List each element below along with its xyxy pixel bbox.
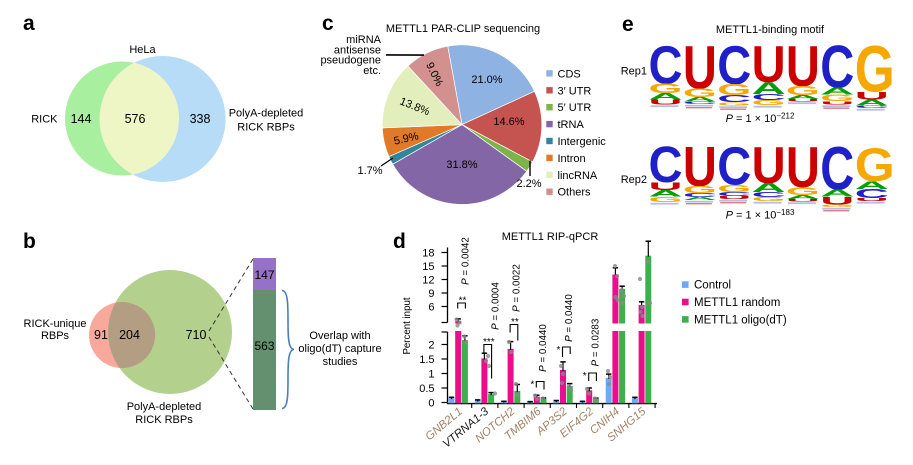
- svg-text:d: d: [393, 230, 406, 253]
- svg-text:RICK RBPs: RICK RBPs: [135, 414, 193, 426]
- svg-text:U: U: [786, 198, 820, 202]
- svg-text:***: ***: [483, 337, 495, 348]
- svg-text:12: 12: [422, 275, 434, 287]
- svg-text:etc.: etc.: [363, 65, 381, 77]
- svg-text:Percent input: Percent input: [402, 297, 413, 354]
- svg-text:b: b: [23, 230, 36, 253]
- svg-text:C: C: [855, 105, 893, 109]
- svg-text:RICK: RICK: [31, 114, 58, 126]
- svg-text:*: *: [530, 380, 534, 391]
- svg-text:RICK-unique: RICK-unique: [24, 318, 87, 330]
- svg-text:G: G: [820, 204, 855, 208]
- svg-text:P = 0.0283: P = 0.0283: [590, 318, 601, 366]
- svg-text:CDS: CDS: [558, 68, 581, 80]
- svg-text:710: 710: [186, 328, 207, 342]
- svg-text:21.0%: 21.0%: [471, 74, 502, 86]
- svg-text:1: 1: [428, 369, 434, 381]
- svg-text:Intron: Intron: [558, 153, 586, 165]
- svg-text:5′ UTR: 5′ UTR: [558, 102, 592, 114]
- svg-text:2: 2: [428, 340, 434, 352]
- svg-text:U: U: [855, 197, 892, 202]
- svg-text:147: 147: [254, 268, 274, 282]
- svg-text:a: a: [23, 12, 35, 35]
- svg-text:P = 0.0004: P = 0.0004: [490, 282, 501, 330]
- svg-text:RICK RBPs: RICK RBPs: [237, 122, 295, 134]
- svg-text:1.5: 1.5: [419, 354, 434, 366]
- svg-text:0.5: 0.5: [419, 383, 434, 395]
- svg-text:G: G: [649, 195, 683, 204]
- svg-text:Others: Others: [558, 187, 592, 199]
- svg-text:e: e: [622, 13, 634, 36]
- svg-text:G: G: [717, 101, 751, 107]
- svg-text:P = 0.0440: P = 0.0440: [538, 324, 549, 372]
- svg-text:PolyA-depleted: PolyA-depleted: [229, 108, 304, 120]
- svg-text:15: 15: [422, 261, 434, 273]
- svg-text:3′ UTR: 3′ UTR: [558, 85, 592, 97]
- svg-text:P = 0.0042: P = 0.0042: [461, 237, 472, 285]
- svg-text:tRNA: tRNA: [558, 119, 585, 131]
- svg-text:0: 0: [428, 398, 434, 410]
- svg-text:Overlap with: Overlap with: [309, 330, 370, 342]
- svg-text:338: 338: [190, 112, 211, 126]
- svg-text:**: **: [511, 317, 519, 328]
- svg-text:91: 91: [94, 328, 108, 342]
- svg-text:P = 0.0022: P = 0.0022: [511, 264, 522, 312]
- svg-text:144: 144: [71, 112, 92, 126]
- svg-text:HeLa: HeLa: [129, 44, 156, 56]
- svg-text:Intergenic: Intergenic: [558, 136, 607, 148]
- svg-text:P = 0.0440: P = 0.0440: [564, 294, 575, 342]
- svg-text:9: 9: [428, 288, 434, 300]
- svg-text:Rep2: Rep2: [621, 174, 647, 186]
- svg-text:18: 18: [422, 248, 434, 260]
- svg-text:6: 6: [428, 302, 434, 314]
- svg-text:PolyA-depleted: PolyA-depleted: [127, 401, 202, 413]
- svg-text:*: *: [557, 345, 561, 356]
- svg-text:*: *: [583, 371, 587, 382]
- svg-text:C: C: [683, 101, 721, 105]
- svg-text:1.7%: 1.7%: [357, 165, 382, 177]
- svg-text:576: 576: [125, 112, 146, 126]
- svg-text:**: **: [459, 296, 467, 307]
- svg-text:204: 204: [119, 328, 140, 342]
- svg-text:lincRNA: lincRNA: [558, 170, 598, 182]
- svg-text:c: c: [322, 12, 334, 35]
- svg-text:31.8%: 31.8%: [446, 159, 477, 171]
- svg-text:G: G: [752, 98, 787, 106]
- svg-text:U: U: [649, 98, 683, 106]
- svg-text:Rep1: Rep1: [621, 66, 647, 78]
- svg-text:RBPs: RBPs: [41, 330, 70, 342]
- svg-text:Control: Control: [694, 280, 731, 292]
- svg-text:METTL1 PAR-CLIP sequencing: METTL1 PAR-CLIP sequencing: [386, 23, 540, 35]
- svg-text:METTL1 oligo(dT): METTL1 oligo(dT): [694, 314, 787, 326]
- svg-text:14.6%: 14.6%: [493, 116, 524, 128]
- svg-text:METTL1 RIP-qPCR: METTL1 RIP-qPCR: [502, 231, 599, 243]
- svg-text:U: U: [717, 195, 754, 200]
- svg-text:2.2%: 2.2%: [516, 178, 541, 190]
- svg-text:563: 563: [254, 339, 274, 353]
- svg-text:U: U: [820, 100, 856, 106]
- svg-text:U: U: [786, 98, 820, 102]
- svg-text:studies: studies: [323, 356, 358, 368]
- svg-text:A: A: [683, 196, 720, 201]
- svg-text:oligo(dT) capture: oligo(dT) capture: [298, 343, 381, 355]
- svg-text:G: G: [752, 196, 786, 202]
- svg-text:METTL1 random: METTL1 random: [694, 297, 780, 309]
